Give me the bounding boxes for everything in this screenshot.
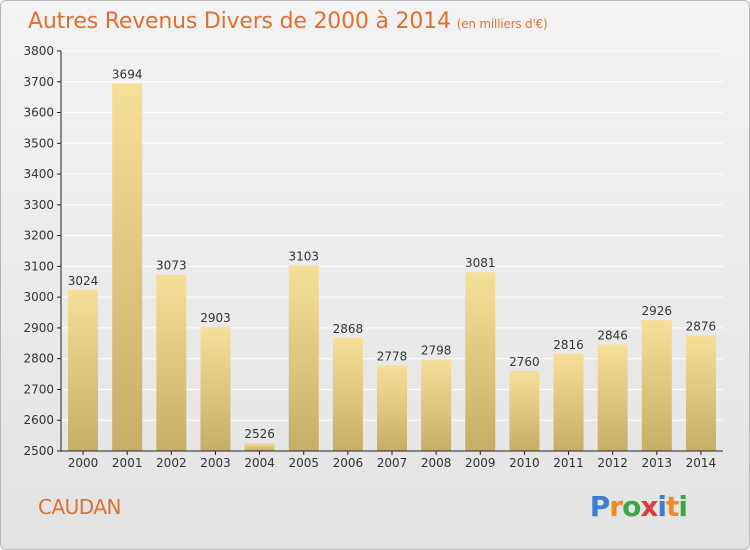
logo-letter: o <box>622 490 641 523</box>
y-tick-label: 3600 <box>23 106 54 120</box>
bar-2006 <box>332 337 363 451</box>
y-tick-label: 3300 <box>23 198 54 212</box>
x-tick-label-2000: 2000 <box>68 456 99 470</box>
x-tick-label-2010: 2010 <box>509 456 540 470</box>
x-tick-label-2005: 2005 <box>288 456 319 470</box>
bar-2012 <box>597 344 628 451</box>
bar-2004 <box>244 443 275 451</box>
x-tick-label-2007: 2007 <box>377 456 408 470</box>
chart-title: Autres Revenus Divers de 2000 à 2014 (en … <box>28 9 548 34</box>
bar-2009 <box>465 272 496 451</box>
logo-letter: i <box>657 490 667 523</box>
bar-2007 <box>377 365 407 451</box>
commune-name: CAUDAN <box>38 495 121 519</box>
bar-2014 <box>685 335 716 451</box>
bars <box>68 83 716 451</box>
bar-2002 <box>156 274 187 451</box>
x-tick-label-2014: 2014 <box>686 456 717 470</box>
logo-letter: r <box>609 490 623 523</box>
x-tick-label-2013: 2013 <box>642 456 673 470</box>
x-tick-label-2001: 2001 <box>112 456 143 470</box>
axes <box>57 50 723 455</box>
data-label-2006: 2868 <box>333 322 364 336</box>
bar-2005 <box>288 265 319 451</box>
chart-unit-label: (en milliers d'€) <box>456 17 548 31</box>
data-label-2003: 2903 <box>200 311 231 325</box>
data-label-2009: 3081 <box>465 256 496 270</box>
x-tick-label-2003: 2003 <box>200 456 231 470</box>
y-tick-label: 3100 <box>23 259 54 273</box>
data-label-2012: 2846 <box>597 329 628 343</box>
data-label-2010: 2760 <box>509 355 540 369</box>
x-tick-label-2009: 2009 <box>465 456 496 470</box>
logo-letter: t <box>666 490 679 523</box>
logo-letter: P <box>589 490 611 523</box>
y-tick-label: 2800 <box>23 352 54 366</box>
bar-2000 <box>68 289 99 451</box>
bar-2001 <box>112 83 143 451</box>
y-tick-label: 3200 <box>23 229 54 243</box>
data-label-2008: 2798 <box>421 343 452 357</box>
bar-2011 <box>553 353 584 451</box>
x-tick-label-2006: 2006 <box>333 456 364 470</box>
x-tick-label-2011: 2011 <box>553 456 584 470</box>
x-tick-label-2004: 2004 <box>244 456 275 470</box>
y-tick-label: 2500 <box>23 444 54 458</box>
y-tick-label: 2900 <box>23 321 54 335</box>
bar-2008 <box>421 359 452 451</box>
y-tick-label: 2700 <box>23 382 54 396</box>
data-label-2002: 3073 <box>156 259 187 273</box>
logo-letter: x <box>640 490 658 523</box>
data-label-2013: 2926 <box>642 304 673 318</box>
labels: 2500 2600 2700 2800 2900 3000 3100 3200 3300 3400… <box>23 44 716 470</box>
x-tick-label-2012: 2012 <box>597 456 628 470</box>
bar-2010 <box>509 371 540 451</box>
data-label-2004: 2526 <box>244 427 275 441</box>
y-tick-label: 3400 <box>23 167 54 181</box>
data-label-2014: 2876 <box>686 319 717 333</box>
bar-2013 <box>641 319 672 451</box>
data-label-2005: 3103 <box>288 249 319 263</box>
y-tick-label: 3700 <box>23 75 54 89</box>
data-label-2011: 2816 <box>553 338 584 352</box>
chart-title-text: Autres Revenus Divers de 2000 à 2014 <box>28 9 451 34</box>
data-label-2000: 3024 <box>68 274 99 288</box>
y-tick-label: 3500 <box>23 136 54 150</box>
x-tick-label-2008: 2008 <box>421 456 452 470</box>
logo-letter: i <box>678 490 688 523</box>
x-tick-label-2002: 2002 <box>156 456 187 470</box>
y-tick-label: 3800 <box>23 44 54 58</box>
y-tick-label: 3000 <box>23 290 54 304</box>
data-label-2001: 3694 <box>112 68 143 82</box>
bar-2003 <box>200 327 231 451</box>
y-tick-label: 2600 <box>23 413 54 427</box>
proxiti-logo: Proxiti <box>589 490 688 523</box>
data-label-2007: 2778 <box>377 349 408 363</box>
